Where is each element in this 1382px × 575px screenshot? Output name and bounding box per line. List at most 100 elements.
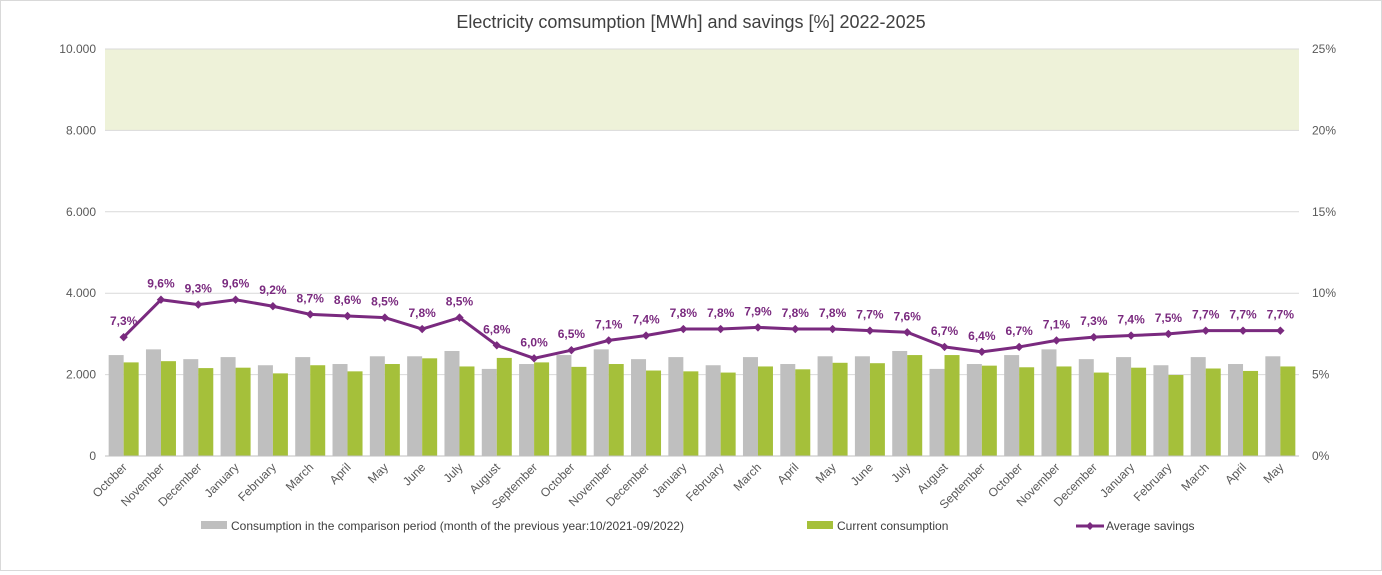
- savings-point: [306, 310, 315, 319]
- savings-point: [1164, 329, 1173, 339]
- legend-swatch-current: [807, 521, 833, 529]
- savings-point: [343, 311, 352, 321]
- x-tick-label: February: [1131, 460, 1175, 504]
- bar-comparison-period: [854, 356, 870, 456]
- savings-point: [641, 331, 651, 340]
- bar-comparison-period: [668, 357, 684, 456]
- savings-data-label: 7,7%: [1192, 308, 1220, 322]
- x-tick-label: August: [467, 460, 504, 497]
- savings-point: [753, 323, 763, 332]
- savings-data-label: 6,8%: [483, 322, 511, 336]
- savings-point: [604, 336, 613, 345]
- x-tick-label: April: [1222, 460, 1249, 487]
- bar-current-consumption: [459, 366, 475, 456]
- bar-comparison-period: [444, 350, 460, 456]
- savings-data-label: 9,6%: [222, 277, 250, 291]
- bar-comparison-period: [556, 355, 572, 456]
- x-tick-label: March: [1178, 460, 1211, 493]
- x-tick-label: May: [365, 460, 391, 486]
- y2-tick-label: 0%: [1312, 449, 1330, 463]
- bar-current-consumption: [1056, 366, 1072, 456]
- savings-data-label: 6,7%: [931, 324, 959, 338]
- x-tick-label: July: [441, 460, 466, 485]
- y2-tick-label: 10%: [1312, 286, 1336, 300]
- bar-current-consumption: [272, 373, 288, 456]
- x-tick-label: April: [775, 460, 802, 487]
- bar-current-consumption: [981, 365, 997, 456]
- savings-data-label: 7,8%: [408, 306, 436, 320]
- bar-comparison-period: [183, 359, 199, 456]
- bar-comparison-period: [369, 356, 385, 456]
- savings-data-label: 9,3%: [185, 282, 213, 296]
- savings-data-label: 7,7%: [1229, 308, 1257, 322]
- savings-point: [156, 295, 166, 304]
- savings-point: [268, 302, 278, 311]
- x-tick-label: June: [848, 460, 877, 489]
- savings-data-label: 7,8%: [707, 306, 735, 320]
- bar-comparison-period: [1078, 359, 1094, 456]
- bar-current-consumption: [795, 369, 811, 456]
- bar-comparison-period: [593, 349, 609, 456]
- savings-data-label: 8,5%: [446, 295, 474, 309]
- savings-point: [1276, 326, 1285, 335]
- bar-current-consumption: [646, 370, 662, 456]
- savings-data-label: 9,6%: [147, 277, 175, 291]
- bar-comparison-period: [929, 368, 945, 456]
- savings-data-label: 7,1%: [595, 317, 623, 331]
- bar-current-consumption: [1168, 375, 1184, 456]
- bar-comparison-period: [1041, 349, 1057, 456]
- savings-point: [1089, 332, 1098, 342]
- bar-current-consumption: [608, 364, 624, 456]
- bar-current-consumption: [235, 367, 251, 456]
- bar-comparison-period: [705, 365, 721, 456]
- bar-current-consumption: [683, 371, 699, 456]
- x-tick-label: July: [888, 460, 913, 485]
- bar-current-consumption: [720, 372, 736, 456]
- bar-current-consumption: [496, 357, 512, 456]
- savings-point: [455, 313, 464, 322]
- savings-data-label: 8,7%: [297, 291, 325, 305]
- x-tick-label: August: [914, 460, 951, 497]
- savings-point: [567, 345, 576, 355]
- x-tick-label: April: [327, 460, 354, 487]
- savings-data-label: 8,5%: [371, 295, 399, 309]
- bar-comparison-period: [742, 357, 758, 456]
- bar-current-consumption: [198, 368, 214, 456]
- bar-current-consumption: [422, 358, 438, 456]
- bar-current-consumption: [757, 366, 773, 456]
- bar-comparison-period: [1190, 357, 1206, 456]
- legend-label-savings: Average savings: [1106, 519, 1195, 533]
- savings-line: [122, 298, 1281, 360]
- savings-point: [977, 347, 987, 357]
- y2-tick-label: 15%: [1312, 205, 1336, 219]
- bar-current-consumption: [1019, 367, 1035, 456]
- bar-current-consumption: [907, 355, 923, 456]
- bar-comparison-period: [817, 356, 833, 456]
- savings-data-label: 7,1%: [1043, 317, 1071, 331]
- bar-comparison-period: [257, 365, 273, 456]
- legend-label-current: Current consumption: [837, 519, 948, 533]
- x-tick-label: March: [283, 460, 316, 493]
- bar-current-consumption: [944, 355, 960, 456]
- savings-data-label: 7,4%: [1117, 313, 1145, 327]
- bar-comparison-period: [631, 359, 647, 456]
- y2-tick-label: 20%: [1312, 123, 1336, 137]
- savings-data-label: 7,3%: [110, 314, 138, 328]
- savings-data-label: 7,8%: [782, 306, 810, 320]
- bar-comparison-period: [145, 349, 161, 456]
- bar-comparison-period: [780, 364, 796, 456]
- bar-comparison-period: [332, 364, 348, 456]
- bar-comparison-period: [295, 357, 311, 456]
- bar-current-consumption: [1243, 370, 1259, 456]
- bar-current-consumption: [832, 362, 848, 456]
- bar-comparison-period: [1153, 365, 1169, 456]
- y-tick-label: 0: [89, 449, 96, 463]
- savings-data-label: 7,3%: [1080, 314, 1108, 328]
- target-band: [105, 49, 1299, 131]
- savings-point: [492, 341, 501, 350]
- bar-comparison-period: [892, 350, 908, 456]
- savings-data-label: 7,5%: [1155, 311, 1183, 325]
- bar-current-consumption: [384, 364, 400, 456]
